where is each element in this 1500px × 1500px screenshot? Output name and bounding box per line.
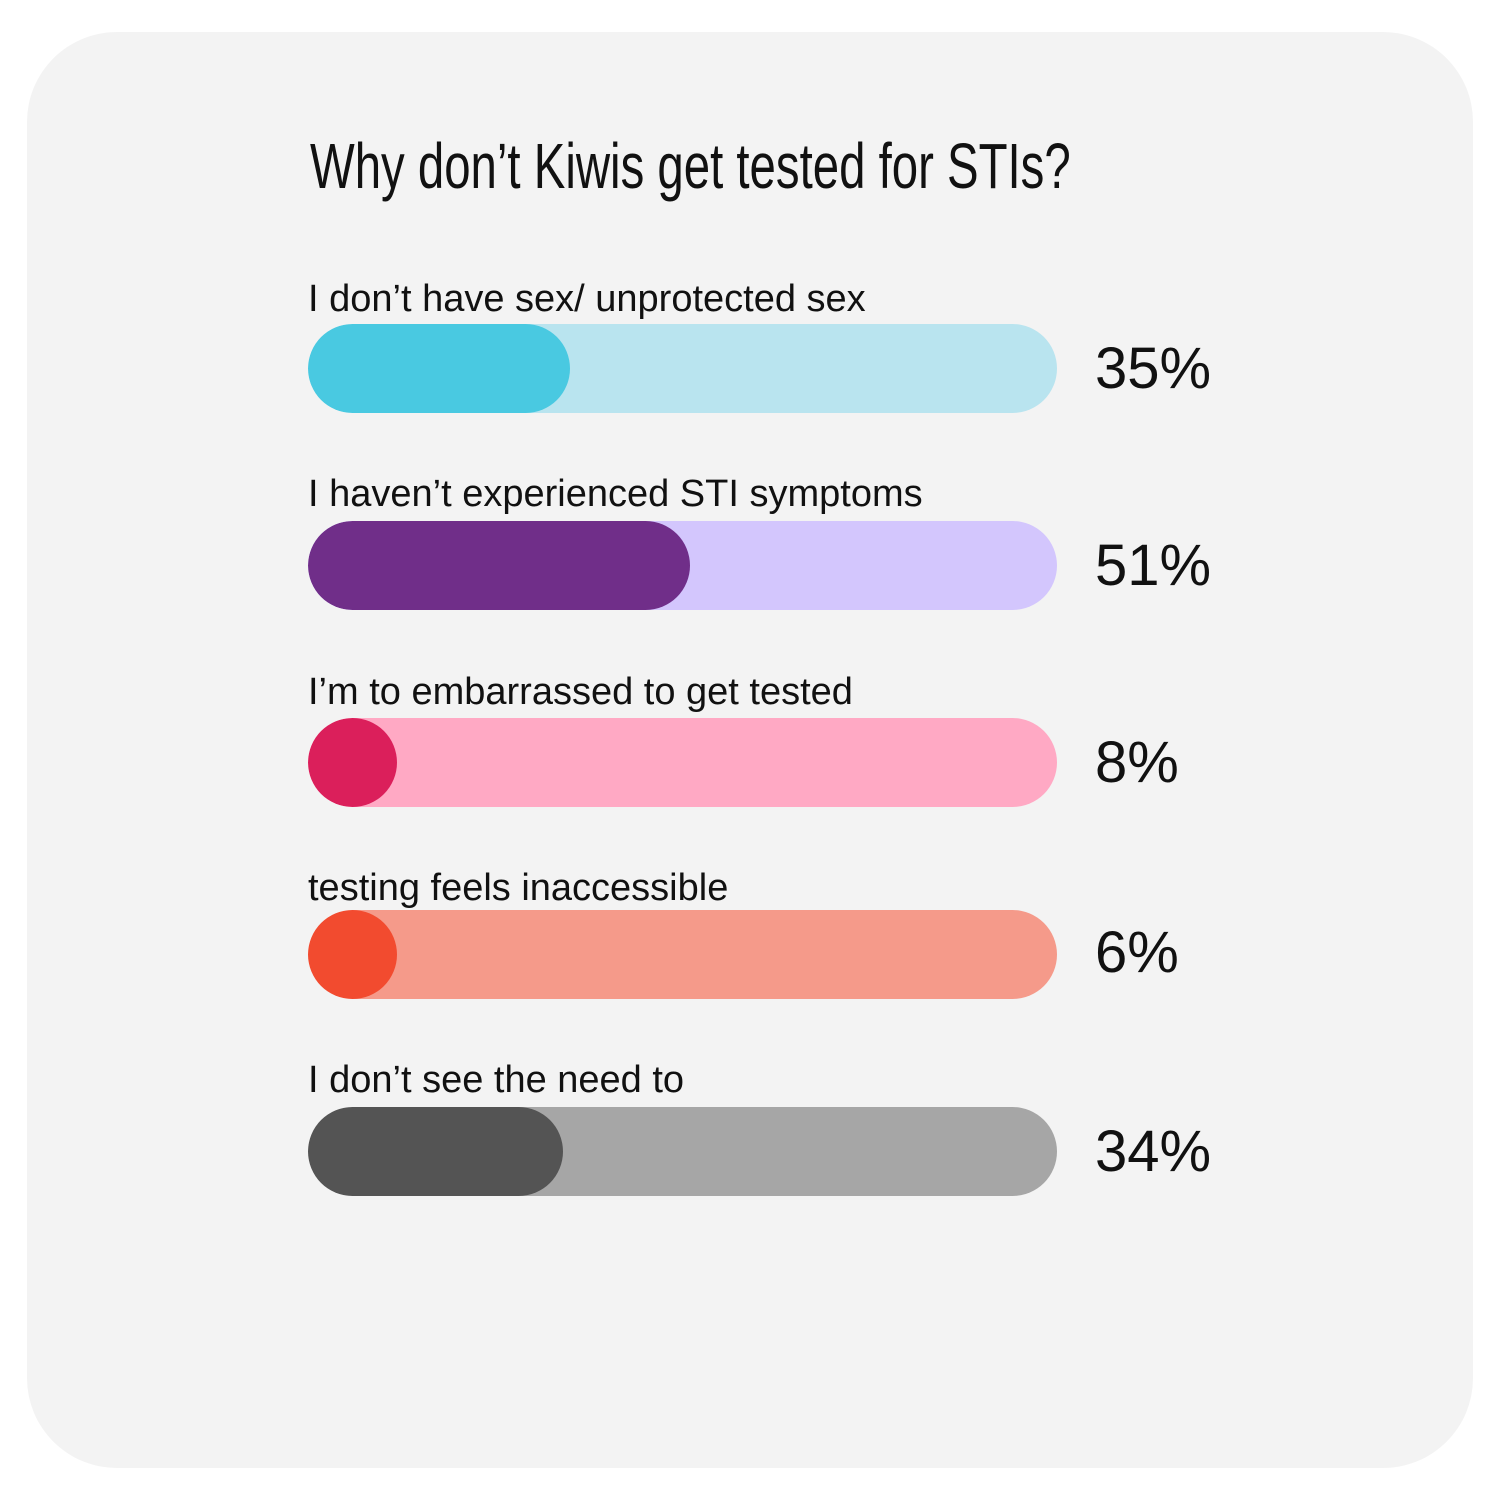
bar-label-testing-feels-inaccessible: testing feels inaccessible [308, 867, 729, 909]
bar-fill [308, 910, 397, 999]
bar-track [308, 324, 1057, 413]
bar-label-i-haven-t-experienced-sti-symptoms: I haven’t experienced STI symptoms [308, 473, 923, 515]
bar-track [308, 718, 1057, 807]
bar-value-label: 8% [1095, 730, 1179, 795]
bar-label-i-don-t-have-sex-unprotected-sex: I don’t have sex/ unprotected sex [308, 278, 866, 320]
bar-value-label: 34% [1095, 1119, 1212, 1184]
bar-fill [308, 718, 397, 807]
bar-fill [308, 1107, 563, 1196]
bar-track [308, 521, 1057, 610]
bar-track [308, 1107, 1057, 1196]
bar-value-label: 6% [1095, 920, 1179, 985]
bar-track [308, 910, 1057, 999]
bar-label-i-m-to-embarrassed-to-get-tested: I’m to embarrassed to get tested [308, 671, 853, 713]
bar-value-label: 51% [1095, 533, 1212, 598]
bar-fill [308, 521, 690, 610]
bar-value-label: 35% [1095, 336, 1212, 401]
bar-label-i-don-t-see-the-need-to: I don’t see the need to [308, 1059, 685, 1101]
chart-title: Why don’t Kiwis get tested for STIs? [310, 130, 1071, 202]
bar-fill [308, 324, 571, 413]
